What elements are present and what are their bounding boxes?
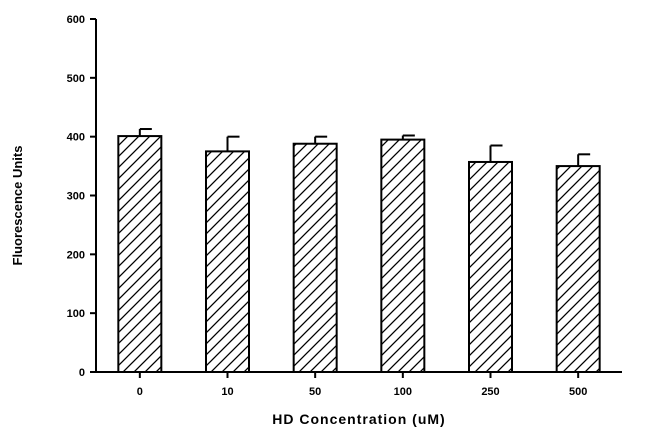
bar-50 — [292, 142, 338, 373]
x-tick-label: 10 — [221, 386, 233, 398]
bar-10 — [205, 150, 250, 373]
y-tick-label: 600 — [67, 14, 85, 26]
x-axis-title: HD Concentration (uM) — [272, 411, 445, 427]
x-tick-label: 500 — [569, 386, 587, 398]
x-axis-ticks: 0 10 50 100 250 500 — [137, 372, 587, 398]
y-tick-label: 0 — [79, 367, 85, 379]
x-tick-label: 0 — [137, 386, 143, 398]
error-bars-layer — [138, 128, 591, 167]
x-tick-label: 100 — [394, 386, 412, 398]
x-tick-label: 50 — [309, 386, 321, 398]
bars-layer — [117, 135, 601, 373]
y-tick-label: 400 — [67, 132, 85, 144]
bar-250 — [468, 160, 513, 373]
y-axis-title: Fluorescence Units — [10, 146, 25, 266]
y-tick-label: 500 — [67, 73, 85, 85]
y-axis-ticks: 0 100 200 300 400 500 600 — [67, 14, 96, 379]
x-tick-label: 250 — [481, 386, 499, 398]
bar-100 — [380, 138, 426, 373]
bar-500 — [555, 165, 601, 373]
y-tick-label: 200 — [67, 249, 85, 261]
y-tick-label: 100 — [67, 308, 85, 320]
bar-0 — [117, 135, 163, 373]
y-tick-label: 300 — [67, 191, 85, 203]
